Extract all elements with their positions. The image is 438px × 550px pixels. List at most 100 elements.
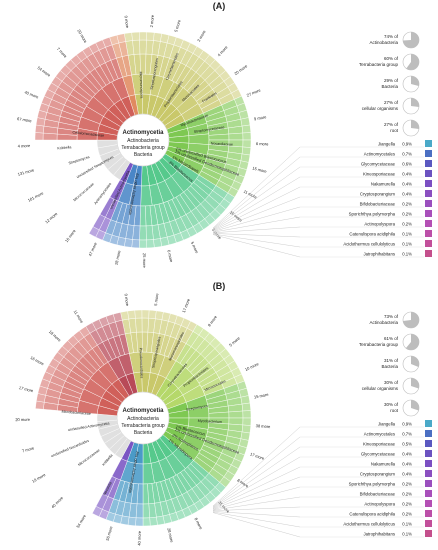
sunburst-segment[interactable]	[242, 139, 252, 148]
center-title: Actinomycetia	[122, 130, 164, 136]
legend-swatch[interactable]	[425, 440, 432, 447]
sunburst-segment[interactable]	[228, 417, 244, 426]
legend-swatch[interactable]	[425, 530, 432, 537]
ancestor-pie-fill	[406, 54, 419, 70]
legend-swatch[interactable]	[425, 180, 432, 187]
sunburst-segment[interactable]	[35, 124, 45, 134]
legend-name: Kineosporiaceae	[363, 442, 396, 447]
legend-pct: 0.2%	[402, 202, 412, 207]
center-node[interactable]	[116, 113, 170, 167]
sunburst-segment[interactable]	[116, 33, 126, 44]
sunburst-segment[interactable]	[139, 225, 147, 241]
sunburst-segment[interactable]	[228, 410, 244, 419]
legend-name: Actinomycetales	[364, 432, 395, 437]
sunburst-segment[interactable]	[88, 226, 100, 238]
sunburst-segment[interactable]	[131, 239, 140, 249]
legend-swatch[interactable]	[425, 480, 432, 487]
legend-swatch[interactable]	[425, 420, 432, 427]
ancestor-pct: 73% of	[384, 314, 399, 319]
legend-pct: 0.1%	[402, 252, 412, 257]
ring-label: 15 more	[252, 165, 268, 174]
legend-leader	[212, 166, 301, 230]
sunburst-segment[interactable]	[242, 417, 252, 426]
sunburst-segment[interactable]	[139, 205, 147, 227]
sunburst-segment[interactable]	[148, 309, 157, 319]
legend-swatch[interactable]	[425, 230, 432, 237]
sunburst-segment[interactable]	[112, 312, 123, 323]
legend-swatch[interactable]	[425, 510, 432, 517]
legend-leader	[212, 176, 301, 231]
inner-label: Streptomyces	[186, 404, 209, 412]
legend-name: Catenulispora acidiphila	[349, 512, 395, 517]
legend-swatch[interactable]	[425, 250, 432, 257]
center-node[interactable]	[116, 391, 170, 445]
legend-swatch[interactable]	[425, 150, 432, 157]
legend-pct: 0.7%	[402, 152, 412, 157]
ring-label: 0 more	[123, 293, 130, 307]
sunburst-segment[interactable]	[240, 395, 251, 405]
legend-leader	[212, 216, 301, 233]
legend-swatch[interactable]	[425, 430, 432, 437]
sunburst-segment[interactable]	[149, 516, 158, 526]
legend-swatch[interactable]	[425, 470, 432, 477]
sunburst-segment[interactable]	[240, 117, 251, 127]
legend-swatch[interactable]	[425, 490, 432, 497]
ring-label: 4 more	[18, 143, 31, 149]
sunburst-segment[interactable]	[145, 225, 154, 241]
sunburst-segment[interactable]	[135, 317, 143, 333]
sunburst-segment[interactable]	[141, 309, 150, 319]
legend-leader	[212, 506, 301, 512]
legend-swatch[interactable]	[425, 190, 432, 197]
sunburst-segment[interactable]	[127, 516, 137, 526]
sunburst-segment[interactable]	[135, 503, 144, 519]
legend-swatch[interactable]	[425, 520, 432, 527]
legend-swatch[interactable]	[425, 200, 432, 207]
sunburst-segment[interactable]	[242, 132, 252, 141]
sunburst-segment[interactable]	[188, 133, 210, 145]
sunburst-segment[interactable]	[146, 31, 155, 41]
ring-label: 67 more	[17, 116, 33, 123]
ring-label: 16 more	[64, 228, 77, 243]
legend-swatch[interactable]	[425, 240, 432, 247]
legend-swatch[interactable]	[425, 220, 432, 227]
legend-pct: 0.2%	[402, 482, 412, 487]
sunburst-segment[interactable]	[153, 238, 162, 248]
legend-swatch[interactable]	[425, 140, 432, 147]
sunburst-segment[interactable]	[42, 132, 58, 141]
inner-label: Nocardiaceae	[211, 142, 233, 147]
sunburst-segment[interactable]	[146, 239, 155, 249]
sunburst-segment[interactable]	[228, 132, 244, 141]
ancestor-pct: 60% of	[384, 56, 399, 61]
legend-swatch[interactable]	[425, 160, 432, 167]
sunburst-segment[interactable]	[92, 506, 103, 517]
ring-label: 15 more	[254, 392, 270, 400]
sunburst-segment[interactable]	[242, 410, 252, 419]
sunburst-segment[interactable]	[142, 517, 151, 527]
sunburst-segment[interactable]	[141, 317, 149, 333]
ancestor-name: cellular organisms	[362, 386, 399, 391]
sunburst-segment[interactable]	[139, 239, 147, 249]
sunburst-segment[interactable]	[241, 424, 251, 434]
sunburst-segment[interactable]	[139, 31, 147, 41]
sunburst-segment[interactable]	[139, 39, 147, 55]
sunburst-segment[interactable]	[131, 31, 140, 41]
sunburst-segment[interactable]	[156, 515, 165, 526]
sunburst-segment[interactable]	[134, 309, 143, 319]
legend-swatch[interactable]	[425, 450, 432, 457]
sunburst-segment[interactable]	[34, 132, 44, 141]
legend-swatch[interactable]	[425, 210, 432, 217]
legend-swatch[interactable]	[425, 500, 432, 507]
legend-leader	[212, 233, 301, 248]
sunburst-segment[interactable]	[241, 402, 251, 412]
ring-label: 28 more	[166, 527, 174, 543]
legend-swatch[interactable]	[425, 460, 432, 467]
sunburst-segment[interactable]	[142, 503, 150, 519]
sunburst-segment[interactable]	[135, 517, 144, 527]
legend-pct: 0.1%	[402, 232, 412, 237]
legend-swatch[interactable]	[425, 170, 432, 177]
sunburst-segment[interactable]	[127, 310, 136, 320]
ring-label: 9 more	[254, 114, 268, 121]
sunburst-segment[interactable]	[241, 146, 251, 156]
sunburst-segment[interactable]	[241, 124, 251, 134]
sunburst-segment[interactable]	[132, 39, 141, 55]
